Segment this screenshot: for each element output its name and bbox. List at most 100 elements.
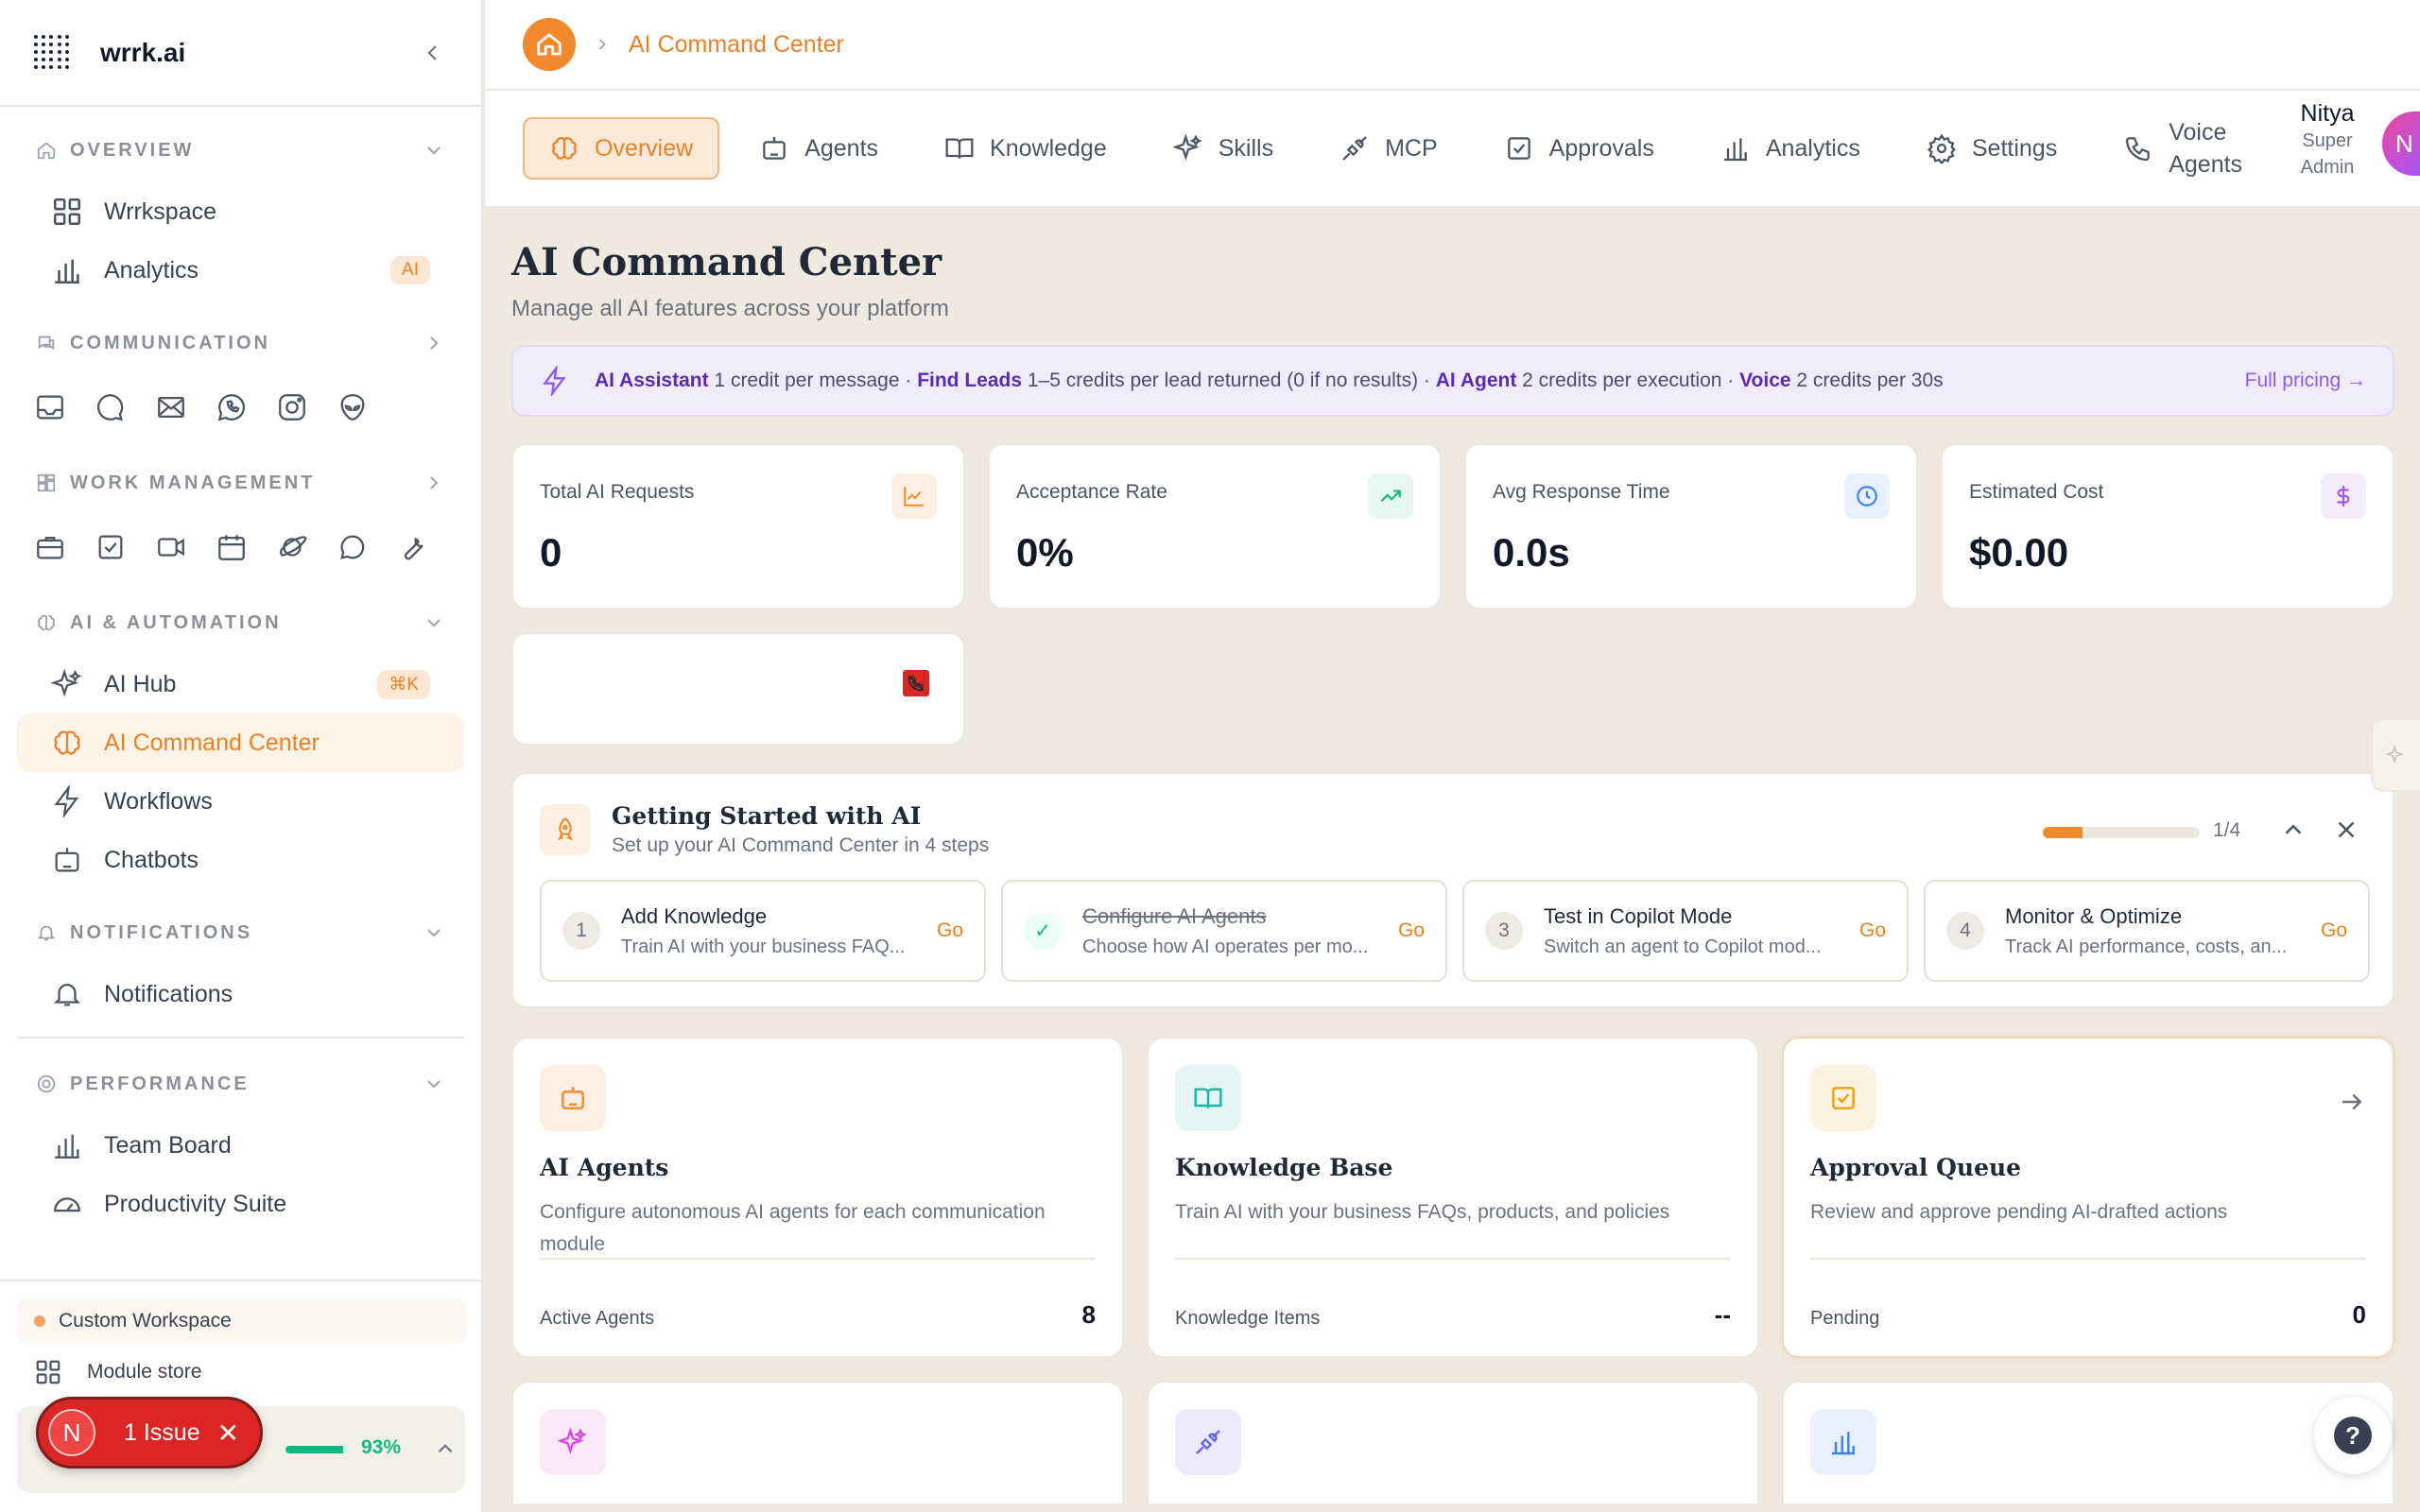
chat-icon[interactable] [95,391,127,423]
mcp-card[interactable] [1147,1381,1759,1503]
section-overview[interactable]: OVERVIEW [0,118,481,182]
ai-side-tab[interactable] [2371,718,2420,792]
chevron-right-icon[interactable] [423,472,445,494]
section-notifications[interactable]: NOTIFICATIONS [0,901,481,965]
message-icon[interactable] [337,531,369,563]
sidebar-item-notifications[interactable]: Notifications [17,965,464,1023]
sidebar-item-label: Workflows [104,787,213,815]
tab-mcp[interactable]: MCP [1313,117,1464,180]
module-store-button[interactable]: Module store [0,1344,483,1400]
help-button[interactable]: ? [2314,1397,2392,1474]
bot-icon [759,133,789,163]
section-label: AI & AUTOMATION [70,611,282,633]
skills-card[interactable] [511,1381,1124,1503]
tab-skills[interactable]: Skills [1147,117,1300,180]
video-icon[interactable] [155,531,187,563]
analytics-card[interactable] [1782,1381,2394,1503]
sidebar-item-productivity-suite[interactable]: Productivity Suite [17,1175,464,1233]
step-card[interactable]: 3 Test in Copilot Mode Switch an agent t… [1462,880,1909,982]
sidebar-item-label: AI Command Center [104,729,320,756]
tab-label: Settings [1971,134,2058,162]
tab-knowledge[interactable]: Knowledge [918,117,1133,180]
bot-icon [51,844,83,876]
sidebar-item-label: Team Board [104,1131,232,1159]
checkbox-icon[interactable] [95,531,127,563]
brand-name: wrrk.ai [100,37,186,67]
tab-settings[interactable]: Settings [1900,117,2083,180]
stat-value: $0.00 [1969,530,2069,575]
inbox-icon[interactable] [34,391,66,423]
instagram-icon[interactable] [276,391,308,423]
tab-analytics[interactable]: Analytics [1694,117,1887,180]
user-name: Nitya [2300,100,2355,127]
ai-badge: AI [390,256,430,284]
user-menu[interactable]: Nitya Super Admin N [2290,100,2420,180]
alien-icon[interactable] [337,391,369,423]
avatar[interactable]: N [2382,112,2420,176]
sidebar-item-chatbots[interactable]: Chatbots [17,831,464,889]
sidebar-item-workflows[interactable]: Workflows [17,772,464,831]
step-go-link[interactable]: Go [1858,919,1886,941]
step-title: Configure AI Agents [1082,903,1267,928]
chevron-down-icon[interactable] [423,139,445,162]
tab-voice-agents[interactable]: Voice Agents [2097,117,2248,180]
section-label: NOTIFICATIONS [70,921,253,943]
book-icon [944,133,975,163]
planet-icon[interactable] [276,531,308,563]
breadcrumb-current[interactable]: AI Command Center [629,30,844,58]
whatsapp-icon[interactable] [216,391,248,423]
chevron-down-icon[interactable] [423,1073,445,1095]
close-icon[interactable]: ✕ [216,1418,240,1448]
card-footer: Knowledge Items -- [1175,1258,1731,1330]
chevron-down-icon[interactable] [423,611,445,634]
knowledge-base-card[interactable]: Knowledge Base Train AI with your busine… [1147,1037,1759,1358]
sidebar-item-analytics[interactable]: Analytics AI [17,241,464,300]
sidebar-item-ai-hub[interactable]: AI Hub ⌘K [17,655,464,713]
custom-workspace-button[interactable]: Custom Workspace [17,1298,466,1344]
card-footer-value: 0 [2352,1300,2366,1329]
card-title: Approval Queue [1810,1154,2022,1181]
section-label: PERFORMANCE [70,1073,250,1094]
step-go-link[interactable]: Go [2320,919,2347,941]
calendar-icon[interactable] [216,531,248,563]
mail-icon[interactable] [155,391,187,423]
arrow-right-icon[interactable] [2338,1088,2366,1116]
full-pricing-link[interactable]: Full pricing → [2244,369,2366,391]
wrench-icon[interactable] [397,531,429,563]
chevron-down-icon[interactable] [423,921,445,944]
sidebar-item-wrrkspace[interactable]: Wrrkspace [17,182,464,241]
section-performance[interactable]: PERFORMANCE [0,1052,481,1116]
sidebar-item-ai-command-center[interactable]: AI Command Center [17,713,464,772]
step-card[interactable]: ✓ Configure AI Agents Choose how AI oper… [1001,880,1447,982]
collapse-sidebar-icon[interactable] [419,39,447,67]
close-icon[interactable] [2332,816,2360,844]
tab-approvals[interactable]: Approvals [1478,117,1681,180]
stat-card: Acceptance Rate 0% [988,443,1442,610]
section-work-management[interactable]: WORK MANAGEMENT [0,451,481,515]
tab-overview[interactable]: Overview [523,117,720,180]
approval-queue-card[interactable]: Approval Queue Review and approve pendin… [1782,1037,2394,1358]
pricing-voice-text: 2 credits per 30s [1790,369,1944,391]
step-body: Monitor & Optimize Track AI performance,… [2005,904,2308,958]
step-go-link[interactable]: Go [936,919,963,941]
sidebar-item-team-board[interactable]: Team Board [17,1116,464,1175]
briefcase-icon[interactable] [34,531,66,563]
pricing-banner: AI Assistant 1 credit per message · Find… [511,345,2394,417]
step-card[interactable]: 1 Add Knowledge Train AI with your busin… [540,880,986,982]
brain-icon [549,133,579,163]
voice-stat-card [511,632,965,746]
chevron-up-icon[interactable] [433,1436,458,1461]
step-card[interactable]: 4 Monitor & Optimize Track AI performanc… [1924,880,2370,982]
progress-count: 1/4 [2213,819,2241,841]
check-square-icon [1504,133,1534,163]
ai-agents-card[interactable]: AI Agents Configure autonomous AI agents… [511,1037,1124,1358]
chevron-up-icon[interactable] [2279,816,2308,844]
chevron-right-icon[interactable] [423,332,445,354]
sidebar-item-label: Wrrkspace [104,198,217,225]
section-ai-automation[interactable]: AI & AUTOMATION [0,591,481,655]
home-icon[interactable] [523,18,576,71]
section-communication[interactable]: COMMUNICATION [0,311,481,375]
tab-agents[interactable]: Agents [733,117,905,180]
issue-indicator[interactable]: N 1 Issue ✕ [36,1397,263,1469]
step-go-link[interactable]: Go [1397,919,1425,941]
